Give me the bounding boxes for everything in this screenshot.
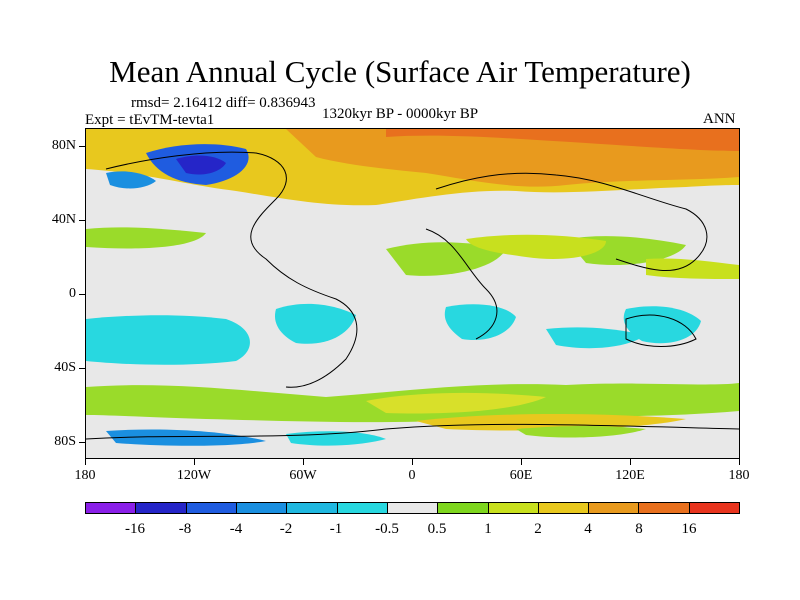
colorbar-label: -4 [229,521,243,537]
stats-line: rmsd= 2.16412 diff= 0.836943 [131,95,316,111]
y-label-0: 0 [69,286,76,301]
middle-east-yellow [466,234,606,260]
antarctica-cold-patch [106,429,266,446]
southern-africa-cool [444,304,516,341]
colorbar-cell [589,503,640,513]
colorbar-label: 8 [635,521,643,537]
xtick-60w [303,459,304,465]
xtick-0 [412,459,413,465]
north-pacific-green [86,227,206,249]
antarctica-green-patch [516,426,646,438]
colorbar-cell [136,503,187,513]
y-label-40n: 40N [51,212,76,227]
colorbar-label: 16 [681,521,697,537]
south-pacific-cool [86,315,250,365]
map-svg [86,129,739,458]
north-africa-green [386,242,506,276]
west-pacific-yellow [646,258,739,279]
colorbar-label: -2 [279,521,293,537]
canada-very-cold [176,155,226,175]
colorbar-cell [538,503,590,513]
colorbar [85,502,740,514]
colorbar-cell [186,503,237,513]
xtick-60e [521,459,522,465]
colorbar-label: 0.5 [427,521,447,537]
arctic-hot-zone [386,129,739,151]
experiment-label: Expt = tEvTM-tevta1 [85,112,215,128]
plot-title: Mean Annual Cycle (Surface Air Temperatu… [109,54,691,89]
x-label-180e: 180 [728,468,750,483]
colorbar-cell [438,503,489,513]
antarctica-warm-patch [416,414,686,431]
ytick-80n [79,146,85,147]
colorbar-label: -8 [178,521,192,537]
ytick-40n [79,220,85,221]
xtick-120w [194,459,195,465]
colorbar-cell [86,503,137,513]
colorbar-cell [639,503,690,513]
season-label: ANN [703,111,736,127]
colorbar-cell [337,503,388,513]
ytick-40s [79,368,85,369]
colorbar-cell [488,503,539,513]
coastlines [86,151,739,440]
colorbar-label: 2 [534,521,542,537]
x-label-120e: 120E [615,468,645,483]
x-label-120w: 120W [176,468,212,483]
colorbar-label: -0.5 [375,521,399,537]
colorbar-cell [689,503,740,513]
ytick-80s [79,442,85,443]
x-label-0: 0 [408,468,416,483]
x-label-180w: 180 [74,468,96,483]
y-label-40s: 40S [54,360,76,375]
x-label-60w: 60W [289,468,317,483]
y-label-80s: 80S [54,434,76,449]
colorbar-label: 1 [484,521,492,537]
colorbar-label: -1 [329,521,343,537]
colorbar-cell [387,503,439,513]
colorbar-cell [236,503,288,513]
temperature-map [85,128,740,459]
colorbar-label: 4 [584,521,592,537]
xtick-180e [739,459,740,465]
xtick-120e [630,459,631,465]
ytick-0 [79,294,85,295]
alaska-cool [106,171,156,189]
x-label-60e: 60E [509,468,533,483]
indian-ocean-cool [546,327,646,349]
period-label: 1320kyr BP - 0000kyr BP [322,106,479,122]
xtick-180w [85,459,86,465]
colorbar-cell [287,503,338,513]
colorbar-label: -16 [125,521,145,537]
y-label-80n: 80N [51,138,76,153]
southern-ocean-yellow-patch [366,392,546,414]
south-america-cool [274,303,356,344]
